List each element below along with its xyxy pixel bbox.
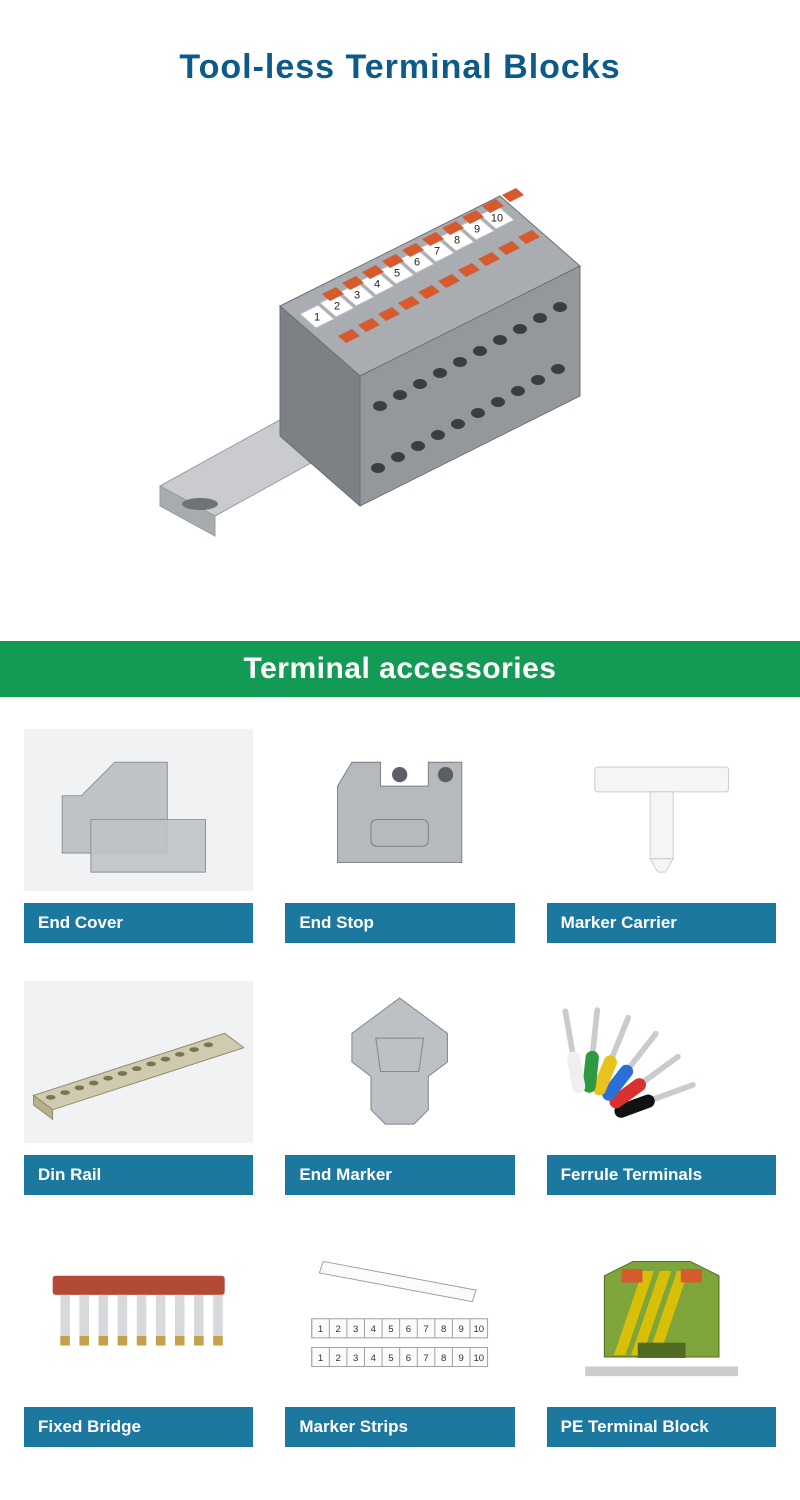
accessory-thumb bbox=[547, 977, 776, 1147]
svg-text:3: 3 bbox=[353, 1353, 358, 1364]
accessory-caption: Ferrule Terminals bbox=[547, 1155, 776, 1195]
svg-text:8: 8 bbox=[441, 1324, 446, 1335]
svg-text:2: 2 bbox=[336, 1324, 341, 1335]
svg-text:10: 10 bbox=[474, 1353, 485, 1364]
accessory-caption: PE Terminal Block bbox=[547, 1407, 776, 1447]
accessory-card[interactable]: Fixed Bridge bbox=[24, 1229, 253, 1447]
terminal-block-illustration: 1 2 3 4 5 6 7 8 9 10 bbox=[140, 176, 660, 576]
svg-text:5: 5 bbox=[394, 268, 400, 280]
accessory-thumb: 1 2 3 4 5 6 7 8 9 10 1 2 3 4 5 6 7 8 9 10 bbox=[285, 1229, 514, 1399]
svg-text:6: 6 bbox=[414, 257, 420, 269]
svg-text:3: 3 bbox=[354, 290, 360, 302]
svg-text:9: 9 bbox=[459, 1324, 464, 1335]
accessory-thumb bbox=[24, 725, 253, 895]
accessory-card[interactable]: 1 2 3 4 5 6 7 8 9 10 1 2 3 4 5 6 7 8 9 10 Marker Strips bbox=[285, 1229, 514, 1447]
accessory-thumb bbox=[24, 1229, 253, 1399]
svg-text:6: 6 bbox=[406, 1324, 411, 1335]
svg-text:7: 7 bbox=[434, 246, 440, 258]
accessory-card[interactable]: End Cover bbox=[24, 725, 253, 943]
accessory-card[interactable]: Marker Carrier bbox=[547, 725, 776, 943]
accessory-caption: Din Rail bbox=[24, 1155, 253, 1195]
accessory-thumb bbox=[547, 1229, 776, 1399]
svg-text:4: 4 bbox=[371, 1324, 377, 1335]
accessory-card[interactable]: End Stop bbox=[285, 725, 514, 943]
accessory-caption: Fixed Bridge bbox=[24, 1407, 253, 1447]
svg-text:1: 1 bbox=[318, 1353, 323, 1364]
svg-text:8: 8 bbox=[441, 1353, 446, 1364]
accessory-caption: Marker Strips bbox=[285, 1407, 514, 1447]
svg-text:4: 4 bbox=[371, 1353, 377, 1364]
svg-text:10: 10 bbox=[474, 1324, 485, 1335]
accessory-caption: End Stop bbox=[285, 903, 514, 943]
svg-text:9: 9 bbox=[474, 224, 480, 236]
accessory-thumb bbox=[24, 977, 253, 1147]
svg-text:8: 8 bbox=[454, 235, 460, 247]
accessory-thumb bbox=[285, 725, 514, 895]
accessory-card[interactable]: PE Terminal Block bbox=[547, 1229, 776, 1447]
svg-text:2: 2 bbox=[336, 1353, 341, 1364]
svg-text:1: 1 bbox=[314, 312, 320, 324]
accessories-grid: End Cover End Stop Marker Carrier Din Rail E… bbox=[0, 697, 800, 1495]
accessory-card[interactable]: Ferrule Terminals bbox=[547, 977, 776, 1195]
svg-text:7: 7 bbox=[424, 1324, 429, 1335]
svg-text:6: 6 bbox=[406, 1353, 411, 1364]
svg-text:7: 7 bbox=[424, 1353, 429, 1364]
svg-text:1: 1 bbox=[318, 1324, 323, 1335]
hero-product-image: 1 2 3 4 5 6 7 8 9 10 bbox=[0, 111, 800, 641]
svg-text:5: 5 bbox=[389, 1353, 394, 1364]
page-title: Tool-less Terminal Blocks bbox=[0, 0, 800, 111]
svg-text:4: 4 bbox=[374, 279, 380, 291]
accessory-thumb bbox=[547, 725, 776, 895]
svg-text:9: 9 bbox=[459, 1353, 464, 1364]
accessory-caption: Marker Carrier bbox=[547, 903, 776, 943]
accessory-card[interactable]: End Marker bbox=[285, 977, 514, 1195]
accessory-thumb bbox=[285, 977, 514, 1147]
svg-text:3: 3 bbox=[353, 1324, 358, 1335]
accessory-caption: End Marker bbox=[285, 1155, 514, 1195]
svg-text:5: 5 bbox=[389, 1324, 394, 1335]
section-banner: Terminal accessories bbox=[0, 641, 800, 697]
svg-text:2: 2 bbox=[334, 301, 340, 313]
accessory-caption: End Cover bbox=[24, 903, 253, 943]
accessory-card[interactable]: Din Rail bbox=[24, 977, 253, 1195]
svg-text:10: 10 bbox=[491, 213, 503, 225]
